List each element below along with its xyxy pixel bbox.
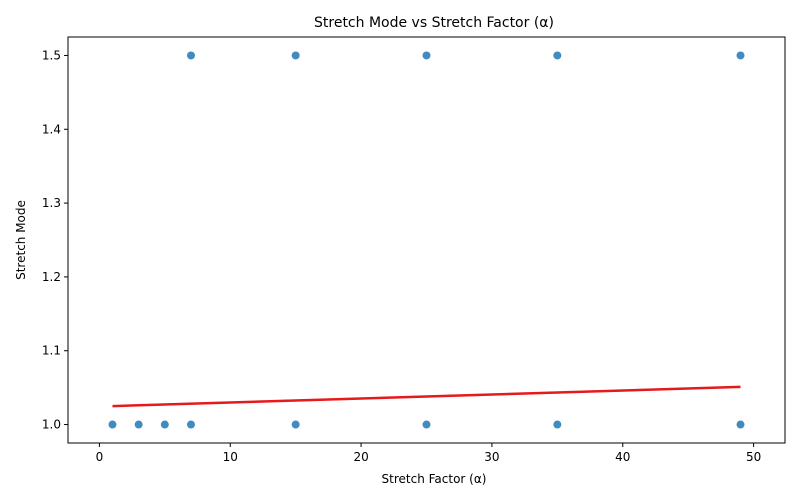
scatter-point bbox=[291, 51, 300, 60]
scatter-point bbox=[422, 420, 431, 429]
x-axis-title: Stretch Factor (α) bbox=[382, 472, 487, 486]
x-tick-label: 10 bbox=[223, 450, 238, 464]
y-tick-label: 1.0 bbox=[42, 418, 61, 432]
x-tick-label: 50 bbox=[746, 450, 761, 464]
scatter-point bbox=[422, 51, 431, 60]
scatter-point bbox=[736, 51, 745, 60]
trend-line bbox=[112, 385, 741, 408]
scatter-point bbox=[186, 51, 195, 60]
y-axis-title: Stretch Mode bbox=[14, 200, 28, 280]
y-tick-label: 1.1 bbox=[42, 344, 61, 358]
scatter-point bbox=[291, 420, 300, 429]
chart-title: Stretch Mode vs Stretch Factor (α) bbox=[314, 15, 554, 31]
x-tick-label: 0 bbox=[96, 450, 104, 464]
y-axis: 1.0 1.1 1.2 1.3 1.4 1.5 bbox=[42, 48, 68, 432]
scatter-point bbox=[553, 51, 562, 60]
scatter-point bbox=[134, 420, 143, 429]
y-tick-label: 1.4 bbox=[42, 122, 61, 136]
x-tick-label: 40 bbox=[615, 450, 630, 464]
x-tick-label: 30 bbox=[484, 450, 499, 464]
scatter-point bbox=[108, 420, 117, 429]
scatter-point bbox=[186, 420, 195, 429]
y-tick-label: 1.5 bbox=[42, 48, 61, 62]
y-tick-label: 1.2 bbox=[42, 270, 61, 284]
scatter-point bbox=[553, 420, 562, 429]
x-axis: 0 10 20 30 40 50 bbox=[96, 443, 761, 464]
data-marks bbox=[108, 51, 745, 429]
x-tick-label: 20 bbox=[353, 450, 368, 464]
scatter-point bbox=[160, 420, 169, 429]
y-tick-label: 1.3 bbox=[42, 196, 61, 210]
scatter-point bbox=[736, 420, 745, 429]
plot-area bbox=[67, 36, 786, 444]
